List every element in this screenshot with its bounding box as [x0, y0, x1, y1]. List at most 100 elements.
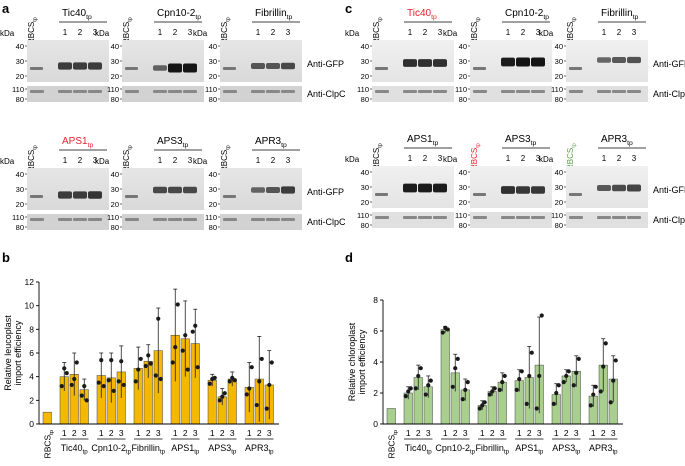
- construct-label-a-1-1-sub: tp: [183, 142, 189, 149]
- group-label-b-0: RBCStp: [42, 430, 55, 458]
- lane-tick-label-d-6-0: 1: [591, 428, 596, 438]
- band-gfp-c-1-2-1: [612, 184, 626, 192]
- clpc-blot-a-1-2: [220, 214, 302, 230]
- bar-d-2-0: [440, 329, 450, 425]
- rbcs-label-c-0-2-base: RBCS: [566, 22, 575, 44]
- data-point-d-2-2-0: [460, 397, 465, 402]
- rbcs-label-a-0-0-base: RBCS: [27, 22, 36, 44]
- clpc-blot-a-1-1: [122, 214, 204, 230]
- blot-c-r1-c2: RBCStpAPR3tp123kDa40302011080Anti-GFPAnt…: [539, 134, 685, 230]
- construct-label-a-1-0-base: APS1: [62, 136, 88, 147]
- lane-number-a-1-0-1: 2: [78, 156, 83, 165]
- kda-label-a-0-0: kDa: [0, 29, 15, 38]
- lane-tick-label-d-1-2: 3: [426, 428, 431, 438]
- construct-label-c-1-0-sub: tp: [433, 140, 439, 147]
- clpc-blot-a-0-0: [27, 86, 109, 102]
- data-point-b-3-1-0: [143, 363, 148, 369]
- data-point-d-1-2-1: [426, 383, 431, 388]
- lane-number-a-1-0-0: 1: [63, 156, 68, 165]
- rbcs-label-a-1-0: RBCStp: [27, 145, 38, 172]
- lane-number-c-0-2-2: 3: [632, 28, 637, 37]
- data-point-d-3-1-0: [487, 392, 492, 397]
- clpc-blot-a-0-2: [220, 86, 302, 102]
- group-label-b-3-sub: tp: [160, 449, 166, 456]
- rbcs-label-a-0-0: RBCStp: [27, 17, 38, 44]
- data-point-b-6-1-2: [259, 356, 264, 362]
- band-rbcs-a-1-2: [223, 195, 236, 198]
- panel-label-b: b: [2, 250, 10, 265]
- mw-gfp-a-0-0-2: 20: [16, 72, 24, 81]
- anti-gfp-label-a-0: Anti-GFP: [307, 59, 344, 69]
- rbcs-label-c-1-0: RBCStp: [372, 143, 383, 170]
- data-point-d-6-0-1: [591, 392, 596, 397]
- data-point-d-5-0-2: [556, 383, 561, 388]
- band-clpc-c-0-0-3: [433, 90, 447, 93]
- band-clpc-c-1-0-1: [403, 216, 417, 219]
- kda-label-c-0-0: kDa: [345, 29, 360, 38]
- lane-number-a-1-1-2: 3: [188, 156, 193, 165]
- lane-number-a-1-2-1: 2: [271, 156, 276, 165]
- group-label-d-2-base: Cpn10-2: [435, 443, 470, 453]
- group-label-b-1-base: Tic40: [61, 443, 83, 453]
- band-clpc-a-0-2-2: [266, 90, 280, 93]
- group-label-d-6-sub: tp: [612, 449, 618, 456]
- mw-clpc-a-1-2-0: 110: [205, 213, 217, 222]
- data-point-d-5-2-2: [576, 356, 581, 361]
- band-gfp-a-1-1-0: [153, 186, 167, 194]
- band-clpc-a-0-0-0: [30, 90, 44, 93]
- group-label-b-5: APS3tp: [208, 443, 237, 456]
- rbcs-label-a-0-2-sub: tp: [225, 17, 231, 22]
- construct-label-a-0-0-base: Tic40: [62, 8, 87, 19]
- band-clpc-c-1-0-2: [418, 216, 432, 219]
- lane-number-c-1-2-2: 3: [632, 154, 637, 163]
- band-clpc-c-1-1-2: [516, 216, 530, 219]
- band-gfp-a-1-0-2: [88, 191, 102, 199]
- group-label-d-3-sub: tp: [504, 449, 510, 456]
- data-point-d-6-2-0: [608, 400, 613, 405]
- lane-number-c-0-1-1: 2: [521, 28, 526, 37]
- data-point-b-2-0-0: [96, 380, 101, 385]
- band-gfp-c-0-0-1: [418, 59, 432, 67]
- band-clpc-c-0-2-0: [569, 90, 583, 93]
- construct-label-c-0-1: Cpn10-2tp: [505, 8, 549, 21]
- lane-number-a-0-1-1: 2: [173, 28, 178, 37]
- data-point-b-4-0-0: [170, 360, 175, 365]
- mw-clpc-c-0-1-1: 80: [459, 95, 467, 104]
- data-point-b-1-2-2: [84, 398, 89, 403]
- mw-gfp-a-0-0-0: 40: [16, 42, 24, 51]
- y-axis-label-b: Relative leucoplastimport efficiency: [3, 315, 23, 391]
- group-label-b-4-sub: tp: [194, 449, 200, 456]
- mw-clpc-a-1-1-1: 80: [111, 223, 119, 232]
- lane-tick-label-d-5-1: 2: [564, 428, 569, 438]
- lane-tick-label-d-4-1: 2: [527, 428, 532, 438]
- mw-gfp-c-1-2-0: 40: [555, 168, 563, 177]
- data-point-b-2-1-0: [106, 378, 111, 383]
- band-clpc-c-1-2-1: [597, 216, 611, 219]
- band-gfp-c-1-1-0: [501, 186, 515, 194]
- lane-tick-label-b-3-0: 1: [136, 428, 141, 438]
- band-clpc-c-0-2-3: [627, 90, 641, 93]
- rbcs-label-a-0-2: RBCStp: [220, 17, 231, 44]
- band-gfp-a-1-1-1: [168, 186, 182, 194]
- group-label-b-2: Cpn10-2tp: [91, 443, 131, 456]
- band-clpc-c-1-1-3: [531, 216, 545, 219]
- clpc-blot-c-1-1: [470, 212, 552, 228]
- band-gfp-c-1-0-2: [433, 183, 447, 193]
- band-gfp-c-0-1-1: [516, 57, 530, 67]
- band-clpc-c-0-2-1: [597, 90, 611, 93]
- mw-clpc-a-1-2-1: 80: [209, 223, 217, 232]
- construct-label-c-0-0-base: Tic40: [407, 8, 432, 19]
- mw-clpc-a-0-1-0: 110: [107, 85, 119, 94]
- mw-clpc-a-1-1-0: 110: [107, 213, 119, 222]
- y-axis-label-b-line2: import efficiency: [13, 320, 23, 385]
- lane-number-a-0-2-0: 1: [256, 28, 261, 37]
- data-point-b-3-1-2: [148, 361, 153, 366]
- data-point-b-4-1-1: [183, 333, 188, 338]
- anti-clpc-label-a-1: Anti-ClpC: [307, 217, 346, 227]
- band-clpc-a-1-1-3: [183, 218, 197, 221]
- kda-label-a-1-2: kDa: [193, 157, 208, 166]
- mw-gfp-c-0-1-1: 30: [459, 57, 467, 66]
